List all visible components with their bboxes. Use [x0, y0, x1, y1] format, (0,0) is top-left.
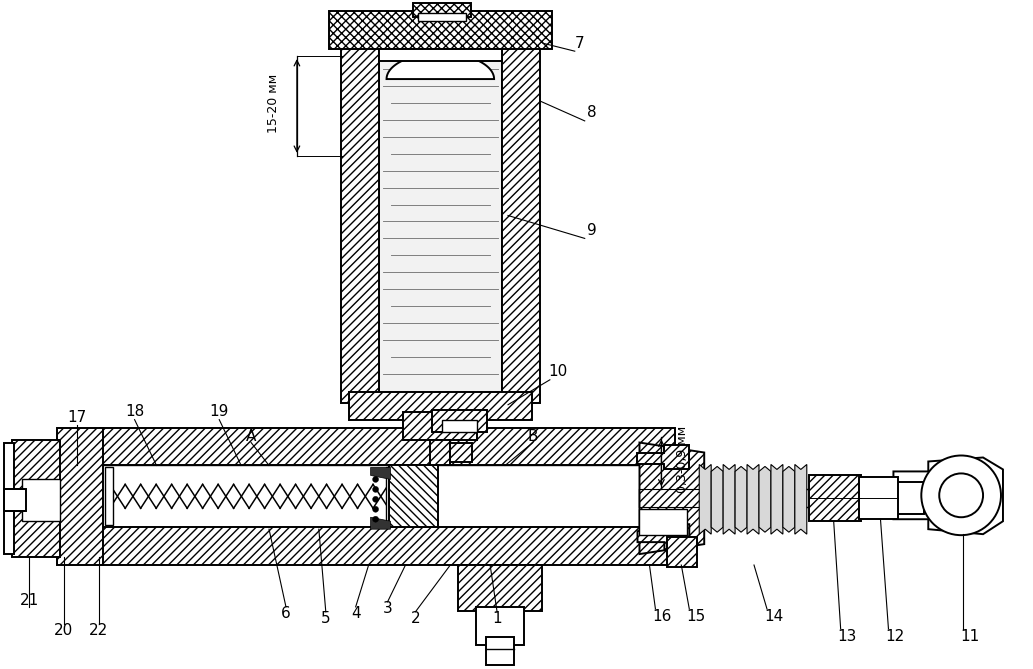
- Circle shape: [373, 486, 378, 492]
- Bar: [442, 419, 477, 432]
- Bar: [431, 440, 450, 466]
- Text: B: B: [528, 429, 538, 444]
- Circle shape: [373, 476, 378, 482]
- Text: 22: 22: [89, 624, 108, 638]
- Text: 20: 20: [55, 624, 73, 638]
- Bar: [328, 11, 552, 50]
- Text: A: A: [246, 429, 256, 444]
- Text: 1: 1: [493, 611, 502, 626]
- Text: 8: 8: [587, 106, 596, 120]
- Bar: [385, 468, 394, 525]
- Bar: [104, 468, 113, 525]
- Bar: [378, 50, 502, 61]
- Polygon shape: [771, 464, 783, 534]
- Text: 11: 11: [961, 630, 979, 644]
- Text: 16: 16: [653, 609, 672, 624]
- Polygon shape: [639, 443, 705, 554]
- Circle shape: [939, 474, 983, 517]
- Text: 10: 10: [549, 365, 567, 379]
- Bar: [809, 476, 860, 521]
- Bar: [349, 392, 532, 419]
- Text: 15-20 мм: 15-20 мм: [267, 74, 280, 132]
- Bar: [667, 537, 697, 567]
- Bar: [378, 56, 502, 400]
- Bar: [639, 509, 687, 535]
- Bar: [502, 19, 540, 403]
- Bar: [418, 13, 466, 21]
- Bar: [404, 411, 477, 440]
- Polygon shape: [371, 517, 390, 529]
- Text: 6: 6: [281, 606, 291, 622]
- Text: 14: 14: [764, 609, 784, 624]
- Bar: [100, 427, 676, 466]
- Circle shape: [921, 456, 1001, 535]
- Polygon shape: [735, 466, 747, 532]
- Polygon shape: [637, 444, 689, 470]
- Bar: [4, 443, 14, 554]
- Polygon shape: [637, 524, 689, 549]
- Text: 19: 19: [210, 404, 229, 419]
- Bar: [450, 443, 472, 462]
- Bar: [100, 527, 676, 565]
- Text: 0,3-0,9 мм: 0,3-0,9 мм: [676, 426, 689, 493]
- Text: 9: 9: [587, 223, 597, 238]
- Polygon shape: [747, 464, 759, 534]
- Bar: [341, 19, 378, 403]
- Bar: [4, 489, 26, 511]
- Polygon shape: [794, 464, 807, 534]
- Bar: [57, 427, 102, 565]
- Bar: [459, 565, 542, 611]
- Bar: [897, 482, 925, 514]
- Text: 7: 7: [575, 35, 585, 51]
- Text: 12: 12: [885, 630, 905, 644]
- Bar: [858, 478, 899, 519]
- Text: 3: 3: [382, 601, 393, 616]
- Text: 13: 13: [837, 630, 856, 644]
- Polygon shape: [711, 466, 723, 532]
- Polygon shape: [894, 458, 1003, 534]
- Text: 5: 5: [321, 611, 331, 626]
- Text: 17: 17: [67, 410, 87, 425]
- Polygon shape: [699, 464, 711, 534]
- Bar: [100, 466, 676, 527]
- Polygon shape: [759, 466, 771, 532]
- Polygon shape: [371, 468, 390, 480]
- Bar: [22, 480, 60, 521]
- Bar: [476, 607, 524, 645]
- Bar: [487, 637, 514, 664]
- Bar: [639, 489, 869, 507]
- Bar: [433, 409, 488, 432]
- Bar: [12, 440, 60, 557]
- Text: 18: 18: [125, 404, 145, 419]
- Polygon shape: [386, 53, 494, 79]
- Bar: [388, 466, 438, 527]
- Text: 21: 21: [20, 593, 38, 608]
- Circle shape: [373, 496, 378, 502]
- Circle shape: [373, 516, 378, 522]
- Polygon shape: [723, 464, 735, 534]
- Bar: [413, 3, 471, 17]
- Circle shape: [373, 506, 378, 512]
- Text: 2: 2: [410, 611, 420, 626]
- Text: 15: 15: [687, 609, 706, 624]
- Text: 4: 4: [351, 606, 361, 622]
- Polygon shape: [783, 466, 794, 532]
